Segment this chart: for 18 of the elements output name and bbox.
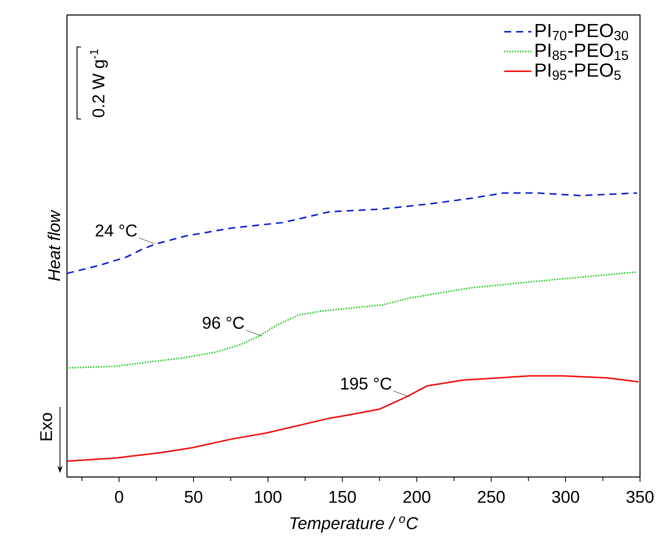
- x-tick-label: 50: [184, 490, 202, 503]
- annotation: 195 °C: [341, 378, 392, 390]
- x-tick-label: 200: [403, 490, 430, 503]
- y-axis-title: Heat flow: [48, 210, 60, 281]
- legend-label: PI$_{70}$-PEO$_{30}$: [536, 24, 628, 40]
- x-tick-label: 100: [255, 490, 282, 503]
- legend-label: PI$_{95}$-PEO$_{5}$: [536, 63, 621, 80]
- x-tick-label: 300: [552, 490, 580, 503]
- annotation: 24 °C: [96, 224, 137, 237]
- x-axis-title: Temperature / $^{o}$C: [290, 516, 418, 533]
- text: 0.2 W g$^{-1}$: [90, 49, 108, 118]
- x-tick-label: 250: [478, 490, 505, 503]
- x-tick-label: 0: [115, 490, 124, 503]
- x-tick-label: 150: [329, 490, 356, 503]
- x-tick-label: 350: [626, 490, 654, 503]
- text: Exo: [40, 413, 52, 440]
- legend-label: PI$_{85}$-PEO$_{15}$: [536, 44, 628, 60]
- annotation: 96 °C: [202, 316, 244, 329]
